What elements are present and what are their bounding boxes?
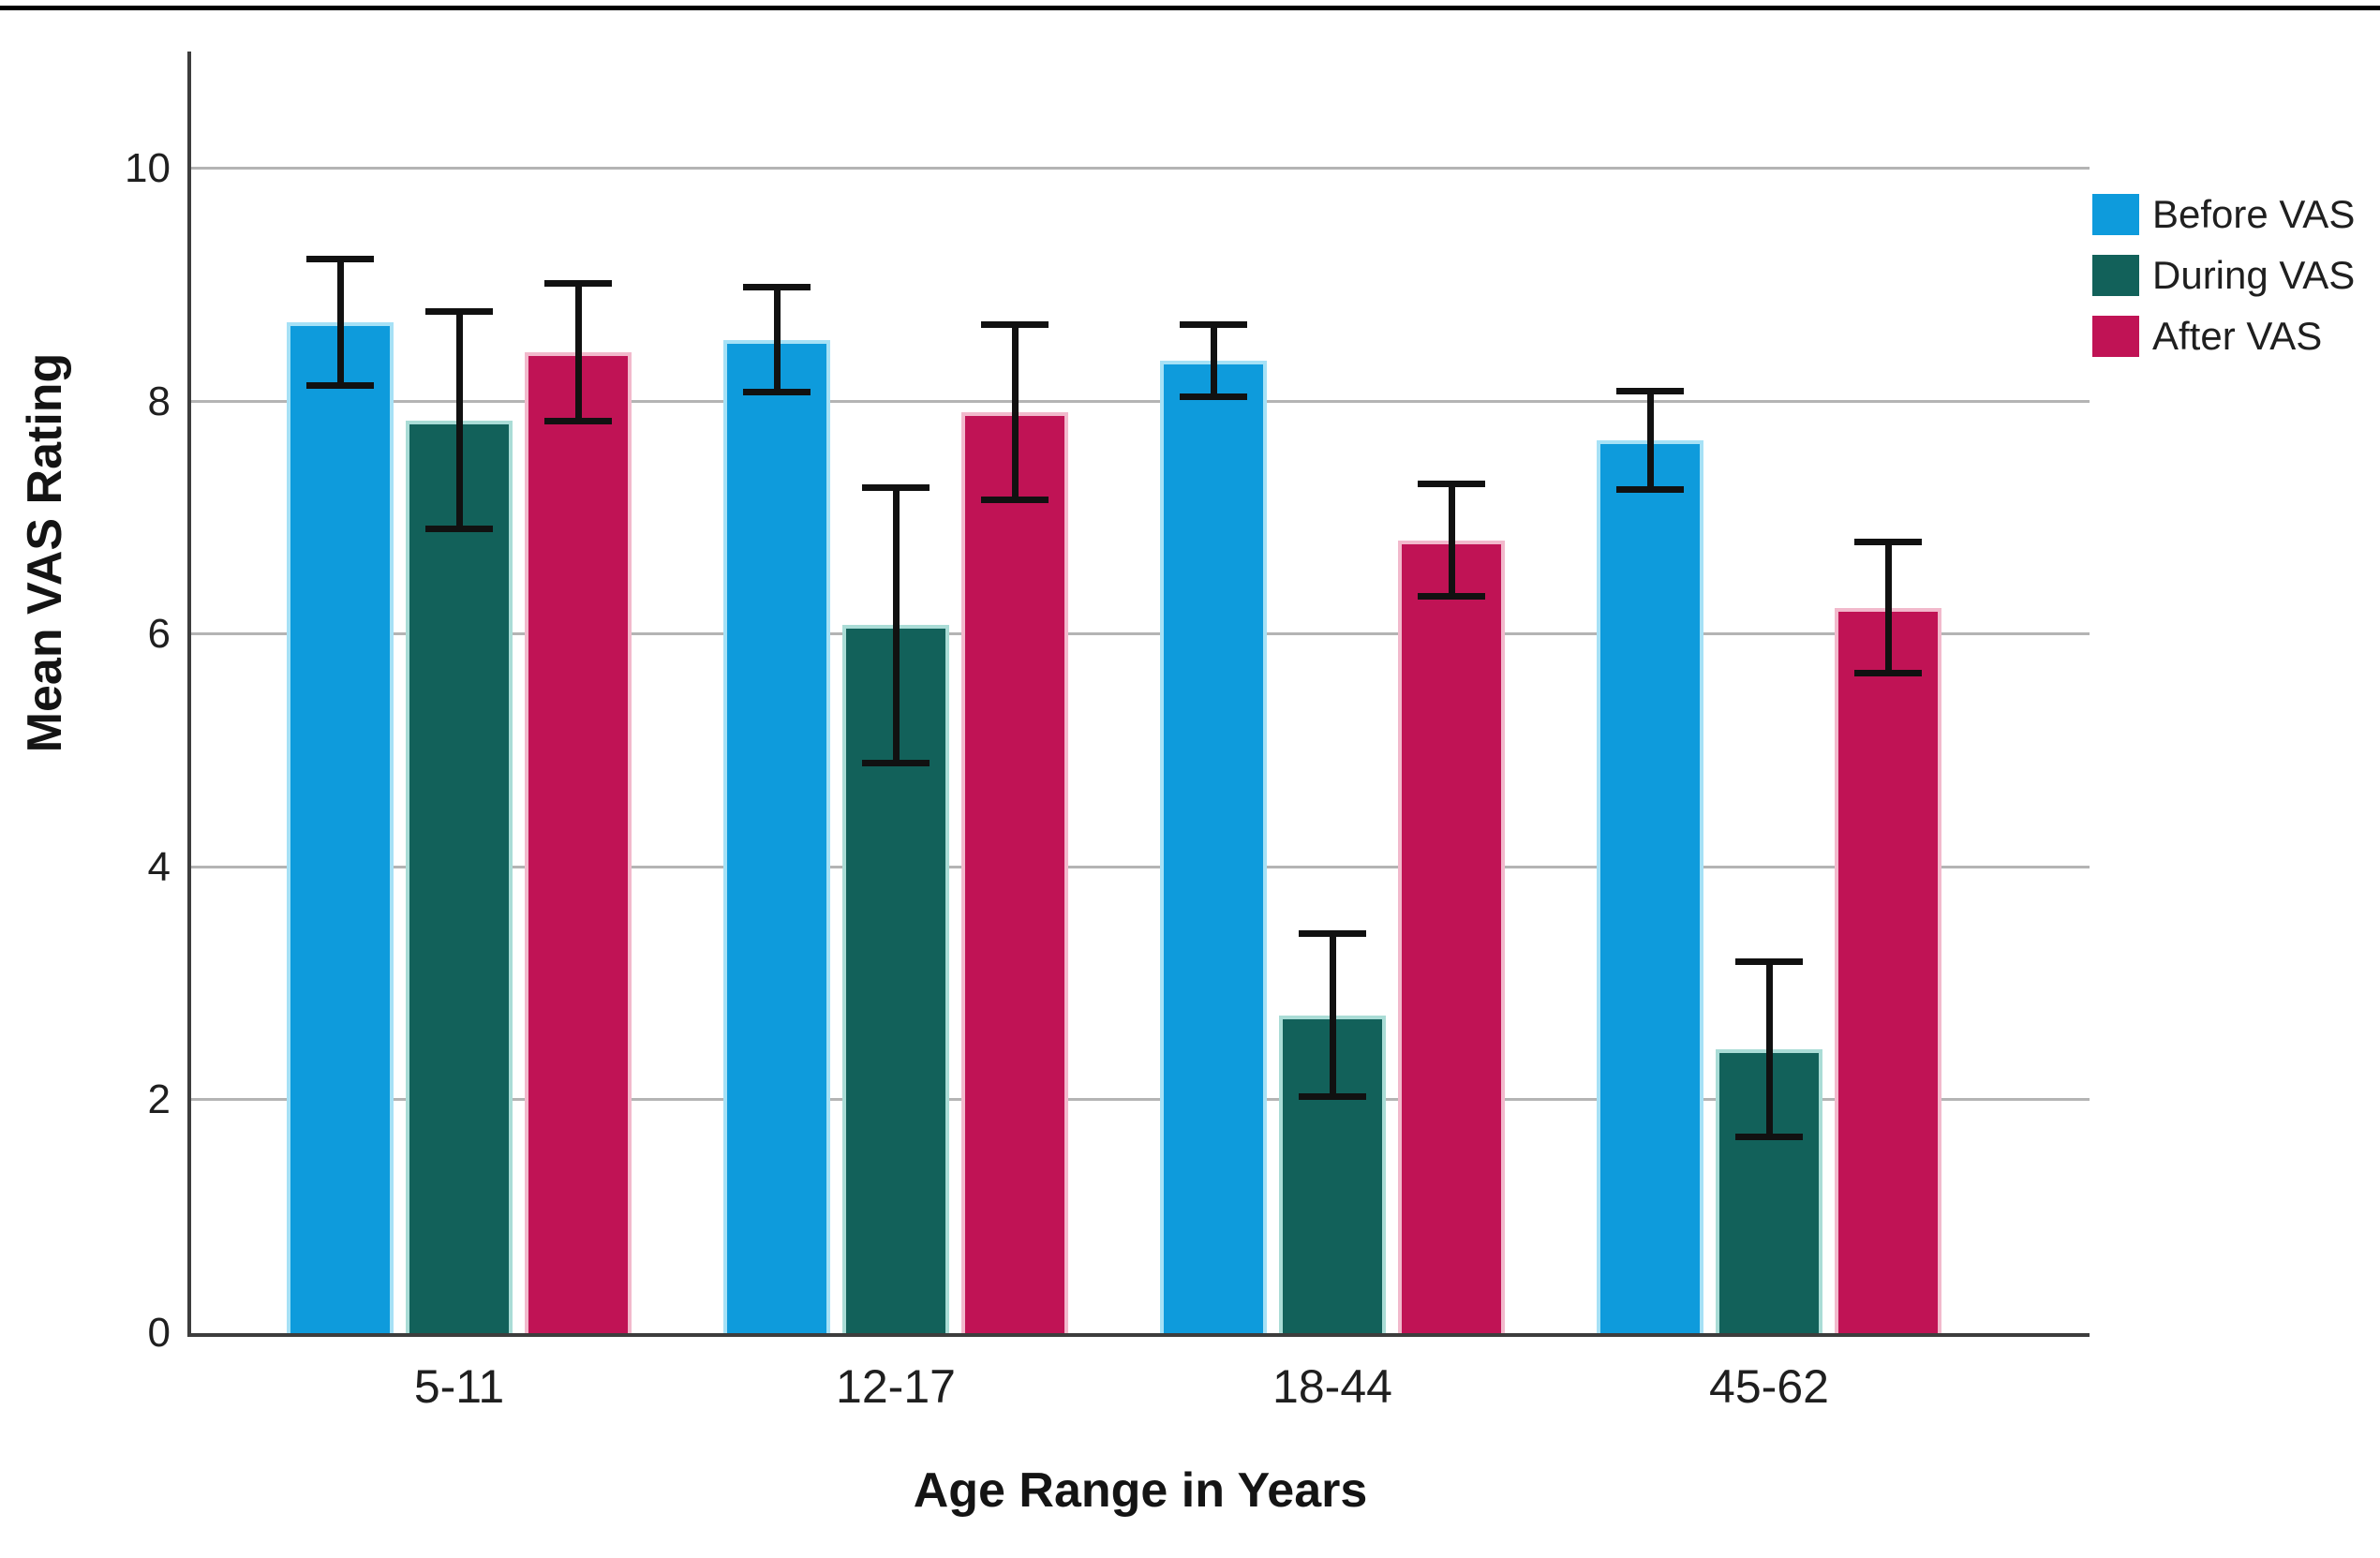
error-cap-lower [1180, 393, 1247, 401]
legend-label: During VAS [2152, 252, 2356, 297]
y-tick-label-10: 10 [125, 145, 171, 191]
error-cap-upper [306, 256, 374, 263]
error-cap-upper [425, 308, 493, 316]
error-cap-upper [544, 280, 612, 288]
y-tick-label-0: 0 [147, 1310, 171, 1356]
bar-before-45-62 [1597, 439, 1703, 1333]
error-bar-12-17 [1011, 320, 1019, 503]
gridline-y6 [191, 632, 2090, 636]
legend-item-during: During VAS [2092, 245, 2355, 305]
error-bar-45-62 [1765, 957, 1773, 1140]
bar-after-12-17 [961, 411, 1068, 1333]
error-cap-upper [743, 284, 811, 291]
y-tick-label-8: 8 [147, 378, 171, 424]
x-tick-label-5-11: 5-11 [413, 1360, 505, 1413]
error-cap-upper [1616, 387, 1684, 394]
legend-label: Before VAS [2152, 191, 2356, 236]
error-bar-45-62 [1884, 539, 1892, 676]
x-tick-label-12-17: 12-17 [836, 1360, 956, 1413]
x-axis-title: Age Range in Years [913, 1463, 1368, 1518]
x-tick-label-45-62: 45-62 [1709, 1360, 1829, 1413]
error-cap-upper [1180, 320, 1247, 328]
error-bar-18-44 [1210, 320, 1217, 401]
error-cap-lower [1616, 485, 1684, 493]
legend-item-after: After VAS [2092, 305, 2355, 366]
bar-after-5-11 [525, 352, 632, 1333]
error-cap-lower [1854, 669, 1922, 676]
error-cap-upper [981, 320, 1049, 328]
y-axis-title: Mean VAS Rating [18, 352, 72, 753]
error-cap-lower [425, 525, 493, 532]
error-cap-lower [1735, 1133, 1803, 1140]
bar-during-5-11 [406, 420, 513, 1333]
error-cap-upper [1735, 957, 1803, 965]
bar-before-12-17 [723, 339, 830, 1333]
error-cap-lower [981, 496, 1049, 503]
bar-before-18-44 [1160, 361, 1267, 1333]
y-tick-label-4: 4 [147, 843, 171, 890]
bar-after-45-62 [1835, 607, 1941, 1333]
error-cap-upper [1854, 539, 1922, 546]
error-cap-lower [1299, 1093, 1366, 1101]
bar-after-18-44 [1398, 540, 1505, 1333]
error-cap-lower [743, 389, 811, 396]
legend-swatch-icon [2092, 193, 2139, 235]
plot-area: 0 2 4 6 8 10 5-11 12-17 18-44 45-62 Age Range in… [125, 52, 2090, 1518]
error-bar-12-17 [773, 284, 781, 396]
y-tick-label-2: 2 [147, 1076, 171, 1123]
error-bar-5-11 [455, 308, 463, 532]
y-tick-label-6: 6 [147, 611, 171, 658]
legend-item-before: Before VAS [2092, 184, 2355, 245]
legend-swatch-icon [2092, 315, 2139, 357]
gridline-y4 [191, 865, 2090, 868]
error-cap-lower [1418, 592, 1485, 600]
error-bar-18-44 [1448, 481, 1455, 600]
gridline-y10 [191, 167, 2090, 170]
figure-top-border [0, 6, 2380, 10]
gridline-y8 [191, 399, 2090, 403]
gridline-y2 [191, 1098, 2090, 1102]
error-cap-lower [306, 381, 374, 389]
error-cap-upper [862, 483, 930, 491]
error-cap-lower [544, 418, 612, 425]
error-cap-upper [1299, 929, 1366, 937]
error-bar-45-62 [1646, 387, 1654, 493]
legend-swatch-icon [2092, 254, 2139, 296]
error-cap-lower [862, 759, 930, 766]
legend: Before VAS During VAS After VAS [2092, 184, 2355, 366]
x-tick-label-18-44: 18-44 [1272, 1360, 1392, 1413]
error-bar-5-11 [336, 256, 344, 389]
bar-before-5-11 [287, 322, 394, 1333]
legend-label: After VAS [2152, 313, 2323, 358]
error-bar-18-44 [1329, 929, 1336, 1101]
error-bar-12-17 [892, 483, 900, 766]
error-bar-5-11 [574, 280, 582, 425]
error-cap-upper [1418, 481, 1485, 488]
